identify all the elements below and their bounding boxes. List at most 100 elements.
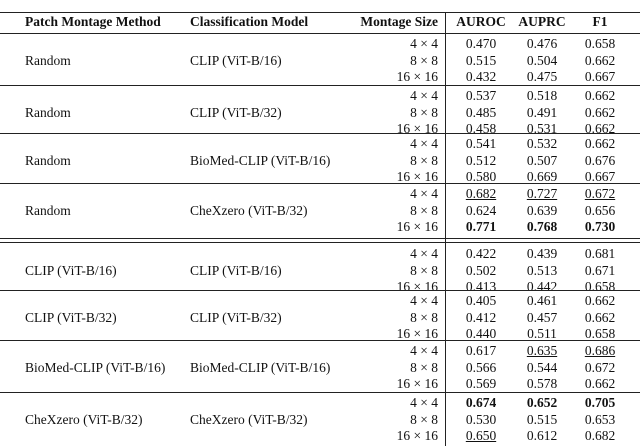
auprc: 0.504 [526,52,558,68]
montage-size: 8 × 8 [410,152,438,168]
method: BioMed-CLIP (ViT-B/16) [25,359,166,375]
model: CLIP (ViT-B/32) [190,309,282,325]
group-rule [0,290,640,291]
montage-size: 16 × 16 [396,169,438,184]
auroc: 0.440 [465,326,497,341]
method: Random [25,202,71,218]
auprc: 0.652 [526,395,558,410]
montage-size: 16 × 16 [396,326,438,341]
f1: 0.686 [584,343,616,358]
model: BioMed-CLIP (ViT-B/16) [190,359,331,375]
montage-size: 8 × 8 [410,202,438,218]
f1: 0.676 [584,152,616,168]
auprc: 0.457 [526,309,558,325]
auroc: 0.458 [465,121,497,136]
auprc: 0.727 [526,186,558,201]
auprc: 0.518 [526,88,558,103]
f1: 0.662 [584,376,616,391]
auprc: 0.612 [526,428,558,443]
auroc: 0.530 [465,411,497,427]
montage-size: 4 × 4 [410,186,438,201]
f1: 0.730 [584,219,616,234]
column-divider [445,12,446,446]
auprc: 0.768 [526,219,558,234]
montage-size: 16 × 16 [396,428,438,443]
montage-size: 8 × 8 [410,309,438,325]
montage-size: 16 × 16 [396,219,438,234]
auroc: 0.682 [465,186,497,201]
auprc: 0.475 [526,69,558,84]
auroc: 0.541 [465,136,497,151]
f1: 0.653 [584,411,616,427]
auroc: 0.569 [465,376,497,391]
f1: 0.705 [584,395,616,410]
double-rule [0,238,640,239]
auprc: 0.669 [526,169,558,184]
f1: 0.656 [584,202,616,218]
auroc: 0.432 [465,69,497,84]
header-rule [0,33,640,34]
auroc: 0.485 [465,104,497,120]
auprc: 0.635 [526,343,558,358]
f1: 0.658 [584,326,616,341]
montage-size: 16 × 16 [396,376,438,391]
f1: 0.667 [584,69,616,84]
montage-size: 4 × 4 [410,343,438,358]
auprc: 0.511 [527,326,557,341]
montage-size: 8 × 8 [410,359,438,375]
montage-size: 16 × 16 [396,121,438,136]
auroc: 0.650 [465,428,497,443]
size-header: Montage Size [360,14,438,29]
f1: 0.681 [584,246,616,261]
f1: 0.662 [584,121,616,136]
montage-size: 4 × 4 [410,293,438,308]
method: CLIP (ViT-B/32) [25,309,117,325]
f1-header: F1 [592,14,608,29]
model: CheXzero (ViT-B/32) [190,202,308,218]
auprc: 0.515 [526,411,558,427]
auroc-header: AUROC [456,14,506,29]
auroc: 0.580 [465,169,497,184]
auroc: 0.405 [465,293,497,308]
montage-size: 16 × 16 [396,69,438,84]
f1: 0.672 [584,186,616,201]
model: CLIP (ViT-B/16) [190,52,282,68]
method: CheXzero (ViT-B/32) [25,411,143,427]
method: Random [25,52,71,68]
auprc: 0.639 [526,202,558,218]
double-rule [0,242,640,243]
auroc: 0.515 [465,52,497,68]
auroc: 0.537 [465,88,497,103]
auroc: 0.502 [465,262,497,278]
auroc: 0.412 [465,309,497,325]
f1: 0.672 [584,359,616,375]
montage-size: 4 × 4 [410,136,438,151]
model: CLIP (ViT-B/16) [190,262,282,278]
f1: 0.658 [584,36,616,51]
auroc: 0.566 [465,359,497,375]
f1: 0.662 [584,136,616,151]
model: BioMed-CLIP (ViT-B/16) [190,152,331,168]
top-rule [0,12,640,13]
auroc: 0.771 [465,219,497,234]
auprc: 0.578 [526,376,558,391]
f1: 0.662 [584,104,616,120]
f1: 0.671 [584,262,616,278]
montage-size: 8 × 8 [410,104,438,120]
auprc: 0.507 [526,152,558,168]
f1: 0.682 [584,428,616,443]
montage-size: 8 × 8 [410,262,438,278]
f1: 0.662 [584,309,616,325]
auprc: 0.439 [526,246,558,261]
montage-size: 4 × 4 [410,395,438,410]
method: Random [25,104,71,120]
group-rule [0,133,640,134]
group-rule [0,392,640,393]
group-rule [0,183,640,184]
f1: 0.662 [584,88,616,103]
f1: 0.667 [584,169,616,184]
auroc: 0.470 [465,36,497,51]
montage-size: 4 × 4 [410,88,438,103]
f1: 0.662 [584,52,616,68]
